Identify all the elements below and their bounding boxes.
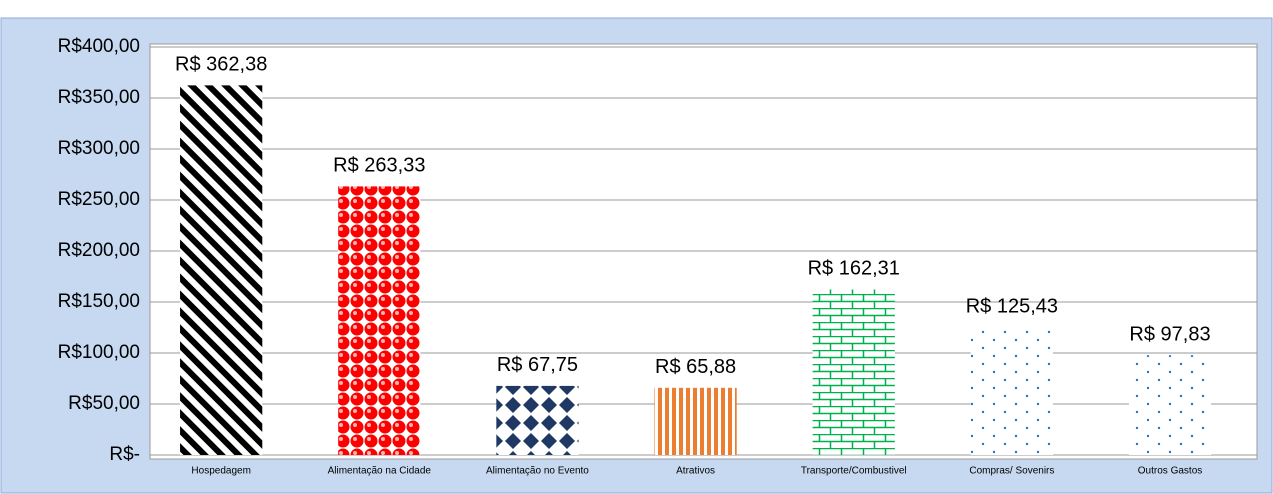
x-tick-label: Alimentação na Cidade — [328, 466, 432, 477]
y-tick-label: R$200,00 — [58, 240, 140, 261]
y-tick-label: R$150,00 — [58, 291, 140, 312]
y-tick-label: R$- — [109, 444, 140, 465]
value-label: R$ 125,43 — [966, 295, 1058, 317]
value-label: R$ 362,38 — [175, 54, 267, 76]
x-tick-label: Compras/ Sovenirs — [969, 466, 1054, 477]
y-tick-label: R$250,00 — [58, 189, 140, 210]
bar — [180, 85, 263, 455]
value-label: R$ 263,33 — [333, 155, 425, 177]
y-tick-label: R$50,00 — [68, 393, 140, 414]
x-tick-label: Outros Gastos — [1138, 466, 1202, 477]
value-label: R$ 67,75 — [497, 354, 578, 376]
bar — [338, 186, 421, 456]
bar — [496, 385, 579, 455]
bar — [654, 387, 737, 455]
x-tick-label: Hospedagem — [191, 466, 250, 477]
y-tick-label: R$400,00 — [58, 36, 140, 57]
value-label: R$ 97,83 — [1129, 323, 1210, 345]
y-tick-label: R$350,00 — [58, 87, 140, 108]
bar — [970, 327, 1053, 455]
x-tick-label: Atrativos — [676, 466, 715, 477]
bar — [812, 289, 895, 455]
y-tick-label: R$100,00 — [58, 342, 140, 363]
bar — [1128, 355, 1212, 455]
x-tick-label: Alimentação no Evento — [486, 466, 589, 477]
value-label: R$ 162,31 — [808, 258, 900, 280]
value-label: R$ 65,88 — [655, 356, 736, 378]
y-tick-label: R$300,00 — [58, 138, 140, 159]
x-tick-label: Transporte/Combustivel — [801, 466, 907, 477]
